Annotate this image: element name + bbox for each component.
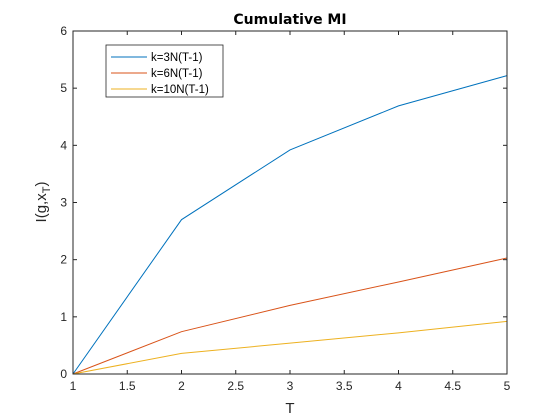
y-axis-title-subscript: T: [41, 186, 53, 193]
x-axis-title: T: [285, 400, 294, 417]
y-tick-label: 2: [60, 253, 67, 267]
y-tick-label: 3: [60, 196, 67, 210]
chart-title: Cumulative MI: [233, 12, 346, 28]
x-tick-label: 5: [504, 379, 511, 393]
series-line-1: [72, 75, 508, 375]
x-axis-ticks: 1 1.5 2 2.5 3 3.5 4 4.5 5: [70, 31, 511, 393]
x-tick-label: 4: [395, 379, 402, 393]
x-tick-label: 1: [70, 379, 77, 393]
legend-label: k=3N(T-1): [151, 52, 203, 64]
legend-items: k=3N(T-1) k=6N(T-1) k=10N(T-1): [111, 52, 209, 96]
series-layer: [72, 75, 508, 375]
legend: k=3N(T-1) k=6N(T-1) k=10N(T-1): [105, 44, 224, 98]
legend-label: k=10N(T-1): [151, 84, 209, 96]
y-tick-label: 0: [60, 367, 67, 381]
x-tick-label: 1.5: [119, 379, 136, 393]
x-tick-label: 3.5: [336, 379, 353, 393]
y-tick-label: 5: [60, 81, 67, 95]
series-line-2: [72, 257, 508, 375]
x-tick-label: 3: [287, 379, 294, 393]
y-axis-title: I(g,xT): [33, 182, 53, 223]
y-tick-label: 4: [60, 138, 67, 152]
legend-box: [105, 44, 224, 98]
x-tick-label: 2.5: [227, 379, 244, 393]
y-axis-title-main: I(g,x: [33, 193, 50, 223]
legend-label: k=6N(T-1): [151, 68, 203, 80]
y-axis-ticks: 0 1 2 3 4 5 6: [60, 24, 507, 381]
x-tick-label: 2: [178, 379, 185, 393]
y-tick-label: 6: [60, 24, 67, 38]
y-axis-title-close: ): [33, 182, 50, 187]
series-line-3: [72, 320, 508, 375]
y-tick-label: 1: [60, 310, 67, 324]
x-tick-label: 4.5: [444, 379, 461, 393]
